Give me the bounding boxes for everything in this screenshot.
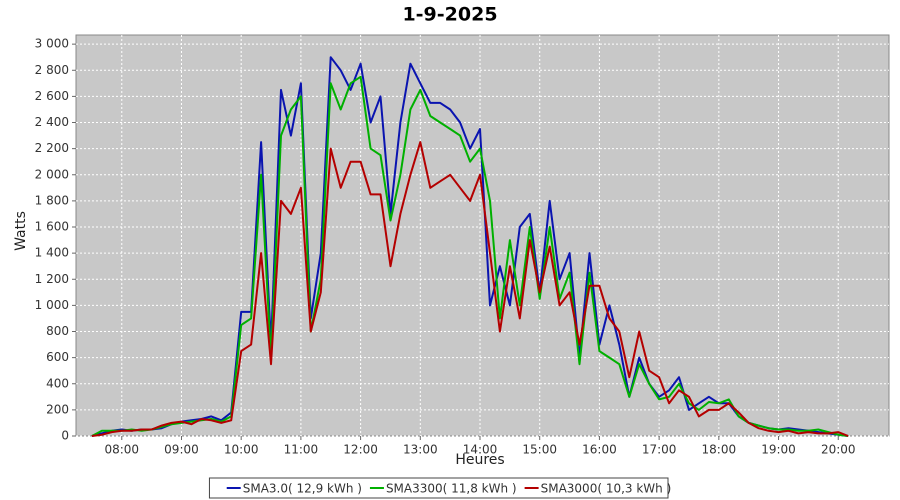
chart-title: 1-9-2025 [402, 4, 497, 26]
y-tick-label: 2 600 [35, 89, 69, 103]
y-tick-label: 200 [46, 402, 69, 416]
legend-label: SMA3000( 10,3 kWh ) [541, 482, 672, 496]
y-axis-label: Watts [13, 211, 29, 251]
x-tick-label: 20:00 [821, 443, 856, 457]
legend-label: SMA3.0( 12,9 kWh ) [243, 482, 362, 496]
plot-area [75, 34, 890, 437]
y-tick-label: 2 800 [35, 63, 69, 77]
x-tick-label: 17:00 [642, 443, 677, 457]
x-tick-label: 10:00 [224, 443, 259, 457]
x-tick-label: 08:00 [104, 443, 139, 457]
series-line [91, 56, 849, 437]
y-tick-label: 400 [46, 376, 69, 390]
x-tick-label: 18:00 [702, 443, 737, 457]
x-tick-label: 09:00 [164, 443, 199, 457]
y-tick-label: 800 [46, 324, 69, 338]
legend-label: SMA3300( 11,8 kWh ) [386, 482, 517, 496]
x-tick-label: 14:00 [463, 443, 498, 457]
y-tick-label: 3 000 [35, 37, 69, 51]
y-tick-label: 1 200 [35, 272, 69, 286]
y-tick-label: 1 400 [35, 246, 69, 260]
y-tick-label: 600 [46, 350, 69, 364]
x-axis-label: Heures [455, 452, 504, 468]
legend-box [208, 477, 669, 499]
y-tick-label: 1 000 [35, 298, 69, 312]
x-tick-label: 15:00 [522, 443, 557, 457]
x-tick-label: 13:00 [403, 443, 438, 457]
series-line [91, 141, 849, 437]
x-tick-label: 19:00 [761, 443, 796, 457]
y-tick-label: 0 [61, 429, 69, 443]
y-tick-label: 2 200 [35, 141, 69, 155]
x-tick-label: 12:00 [343, 443, 378, 457]
x-tick-label: 16:00 [582, 443, 617, 457]
y-tick-label: 1 800 [35, 193, 69, 207]
y-tick-label: 2 000 [35, 167, 69, 181]
y-tick-label: 2 400 [35, 115, 69, 129]
series-line [91, 75, 849, 437]
x-tick-label: 11:00 [284, 443, 319, 457]
y-tick-label: 1 600 [35, 220, 69, 234]
legend: SMA3.0( 12,9 kWh ) SMA3300( 11,8 kWh ) SMA… [208, 477, 672, 499]
